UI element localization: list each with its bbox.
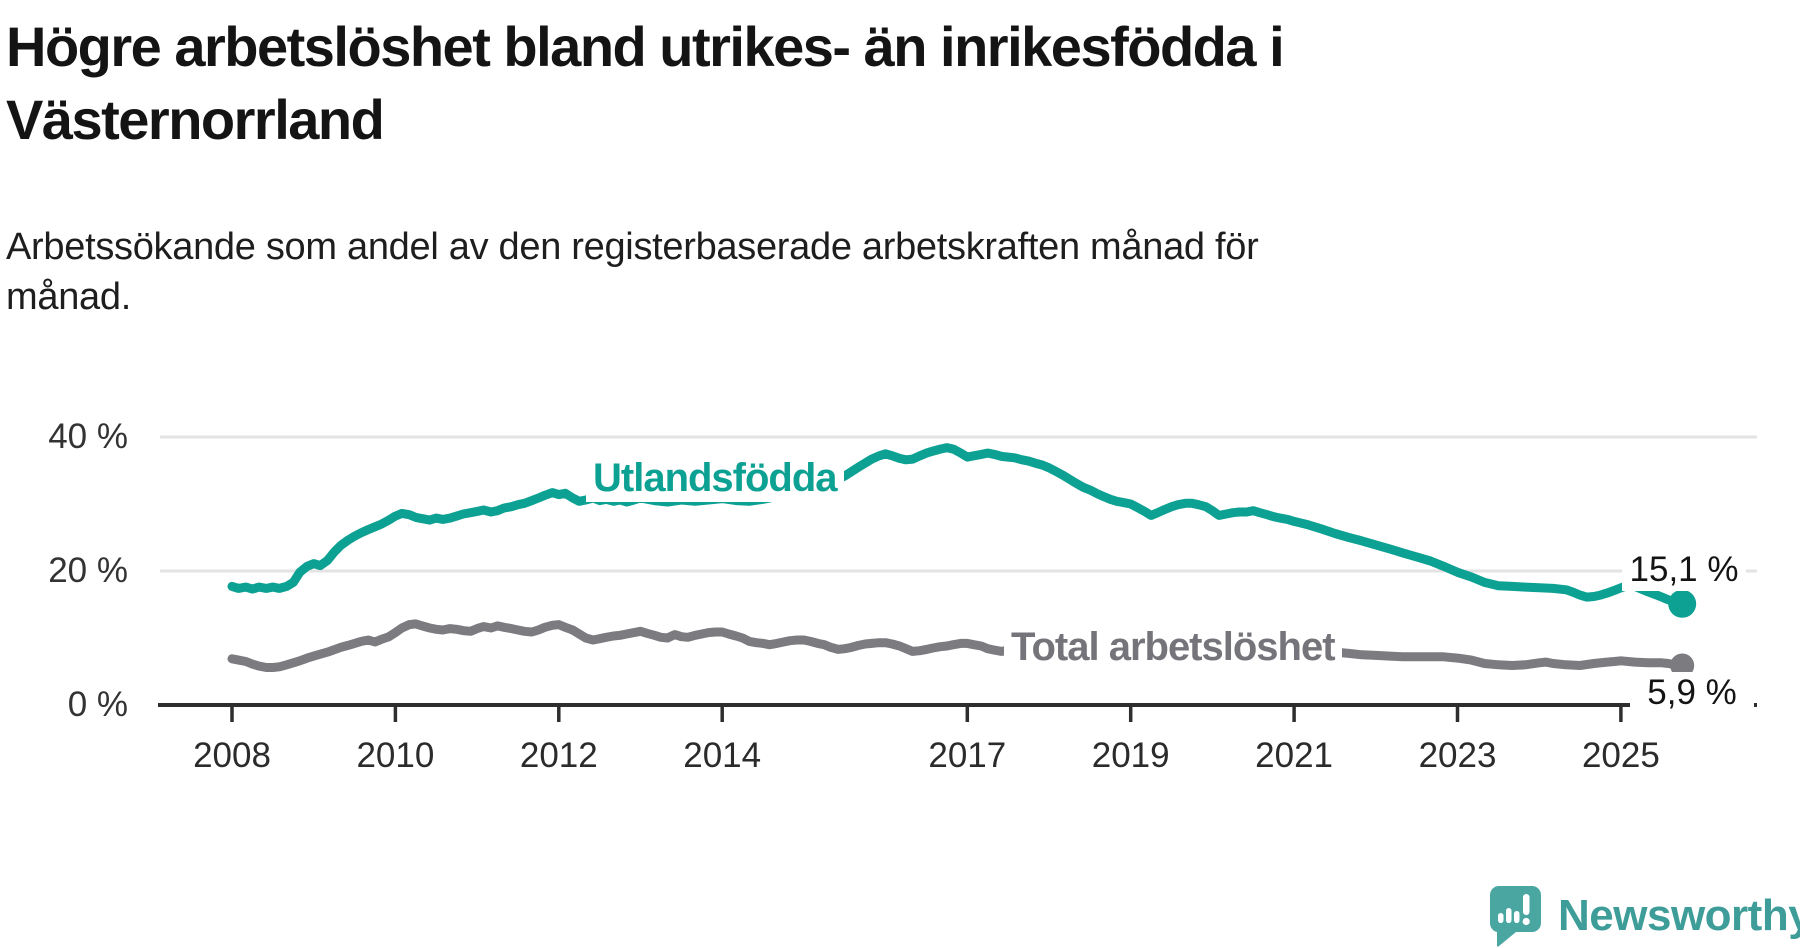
x-tick-label: 2012 — [519, 736, 598, 775]
x-tick-label: 2025 — [1581, 736, 1660, 775]
series-end-dot-total — [1670, 653, 1695, 678]
y-tick-label: 0 % — [67, 685, 128, 724]
title-line-1: Högre arbetslöshet bland utrikes- än inr… — [6, 15, 1285, 78]
x-tick-label: 2017 — [928, 736, 1007, 775]
newsworthy-logo-text: Newsworthy — [1558, 891, 1800, 940]
x-tick-label: 2008 — [193, 736, 271, 775]
page-title: Högre arbetslöshet bland utrikes- än inr… — [6, 10, 1506, 156]
x-tick-label: 2014 — [683, 736, 762, 775]
title-line-2: Västernorrland — [6, 88, 385, 151]
subtitle-line-1: Arbetssökande som andel av den registerb… — [6, 226, 1259, 268]
x-tick-label: 2021 — [1255, 736, 1334, 775]
x-tick-label: 2010 — [356, 736, 435, 775]
chart-subtitle: Arbetssökande som andel av den registerb… — [6, 222, 1506, 322]
x-tick-label: 2023 — [1418, 736, 1497, 775]
series-line-total — [227, 619, 1687, 672]
gridlines — [160, 435, 1757, 573]
subtitle-line-2: månad. — [6, 276, 131, 318]
end-value-label-total: 5,9 % — [1630, 672, 1754, 714]
y-tick-label: 40 % — [48, 417, 128, 456]
series-line-utlandsfodda — [227, 443, 1687, 609]
x-tick-label: 2019 — [1091, 736, 1170, 775]
newsworthy-logo-icon — [1489, 886, 1541, 947]
series-end-dot-utlandsfodda — [1668, 589, 1697, 618]
series-label-utlandsfodda: Utlandsfödda — [586, 454, 844, 502]
newsworthy-branding: Newsworthy — [1488, 884, 1800, 948]
series-label-total: Total arbetslöshet — [1004, 623, 1342, 671]
end-value-label-utlandsfodda: 15,1 % — [1622, 549, 1746, 591]
x-axis-ticks — [230, 705, 1623, 722]
y-tick-label: 20 % — [48, 551, 128, 590]
